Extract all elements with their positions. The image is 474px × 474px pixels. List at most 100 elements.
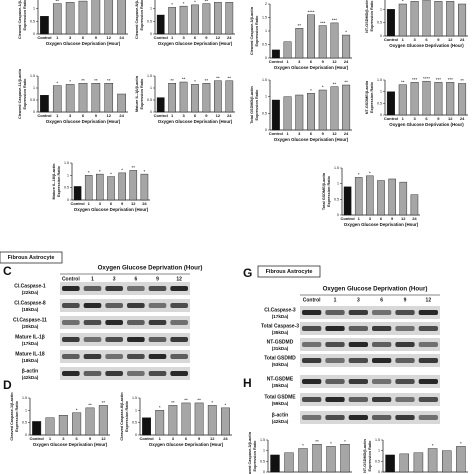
y-tick-label: 0.5 [375,459,380,463]
y-tick-label: 0 [135,433,137,437]
x-tick-label: 6 [76,436,79,441]
y-axis-label: NT-GSDMD/β-actin [363,438,367,472]
bar [221,407,230,436]
bar [307,14,315,59]
significance: ** [94,78,98,83]
significance: ** [182,77,186,82]
x-tick-label: 9 [89,436,92,441]
y-axis-label: Expression Ratio [140,78,144,110]
x-tick-label: 6 [425,37,428,42]
x-tick-label: Control [269,59,283,64]
bar [52,85,62,113]
y-tick-label: 0 [265,56,267,60]
bar [458,3,467,37]
bar [385,454,395,473]
bar [377,180,385,216]
bar [458,83,467,116]
y-tick-label: 1 [25,408,27,412]
x-tick-label: 9 [322,131,325,136]
x-tick-label: 6 [194,113,197,118]
blot-band [395,310,415,315]
x-tick-label: 6 [82,35,85,40]
significance: ** [56,0,60,3]
significance: ** [460,78,464,83]
protein-name: β-actin [22,368,38,374]
y-tick-label: 0.5 [260,459,265,463]
bar [40,16,49,35]
x-tick-label: 9 [437,37,440,42]
bar [434,82,443,116]
y-tick-label: 0 [380,113,382,117]
protein-size: (17kDa) [272,314,289,319]
significance: * [56,80,58,85]
x-tick-label: 12 [131,201,136,206]
y-tick-label: 0.5 [22,421,27,425]
significance: * [302,443,304,448]
panel-header: Fibrous Astrocyte [266,269,313,275]
y-tick-label: 1.5 [22,396,27,400]
significance: *** [332,18,338,23]
significance: ** [184,398,188,403]
bar [78,0,88,35]
significance: *** [80,0,86,1]
y-axis-label: Mature IL-18/β-actin [52,163,56,200]
x-tick-label: 1 [286,59,289,64]
x-tick-label: 1 [88,201,91,206]
lane-label: Control [303,297,321,303]
bar [40,94,49,113]
significance: ** [344,80,348,85]
x-tick-label: Control [384,116,398,121]
blot-band [127,303,145,308]
x-tick-label: 1 [402,116,405,121]
blot-band [395,379,415,384]
x-tick-label: 12 [332,131,337,136]
blot-band [127,337,145,342]
bar [45,417,55,436]
blot-band [348,326,368,331]
bar [271,49,280,59]
blot-band [148,303,167,308]
significance: *** [320,20,326,25]
x-tick-label: 24 [119,113,124,118]
bar [168,405,178,436]
blot-band [395,415,415,420]
significance: ** [216,0,220,2]
x-tick-label: 12 [210,436,215,441]
lane-label: 1 [91,276,94,282]
protein-name: Cl.Caspase-1 [14,283,46,289]
protein-size: (35kDa) [272,383,289,388]
blot-band [127,320,145,325]
protein-size: (31kDa) [272,346,289,351]
x-tick-label: 6 [425,116,428,121]
x-tick-label: 9 [121,201,124,206]
bar [156,14,165,35]
x-tick-label: 3 [414,37,417,42]
y-axis-label: Expression Ratio [255,89,259,121]
x-tick-label: 3 [172,436,175,441]
protein-size: (20kDa) [22,324,39,329]
blot-band [325,358,345,363]
bar [442,450,452,473]
bar [271,99,280,131]
bar [398,3,407,37]
y-axis-label: Expression Ratio [370,0,374,32]
y-axis-label: Expression Ratio [327,175,331,207]
x-tick-label: 9 [95,113,98,118]
protein-name: Cl.Caspase-8 [14,300,46,306]
x-tick-label: Control [70,201,84,206]
blot-band [348,358,368,363]
blot-band [127,371,145,376]
x-tick-label: 3 [182,35,185,40]
blot-band [302,379,322,384]
y-axis-label: Expression Ratio [370,81,374,113]
significance: ** [81,78,85,83]
y-tick-label: 0.5 [147,98,152,102]
bar [213,2,222,35]
x-tick-label: 24 [344,131,349,136]
x-tick-label: 9 [95,35,98,40]
significance: ** [171,400,175,405]
x-tick-label: 6 [310,131,313,136]
bar [168,82,177,113]
bar [191,4,199,35]
bar [98,405,108,436]
